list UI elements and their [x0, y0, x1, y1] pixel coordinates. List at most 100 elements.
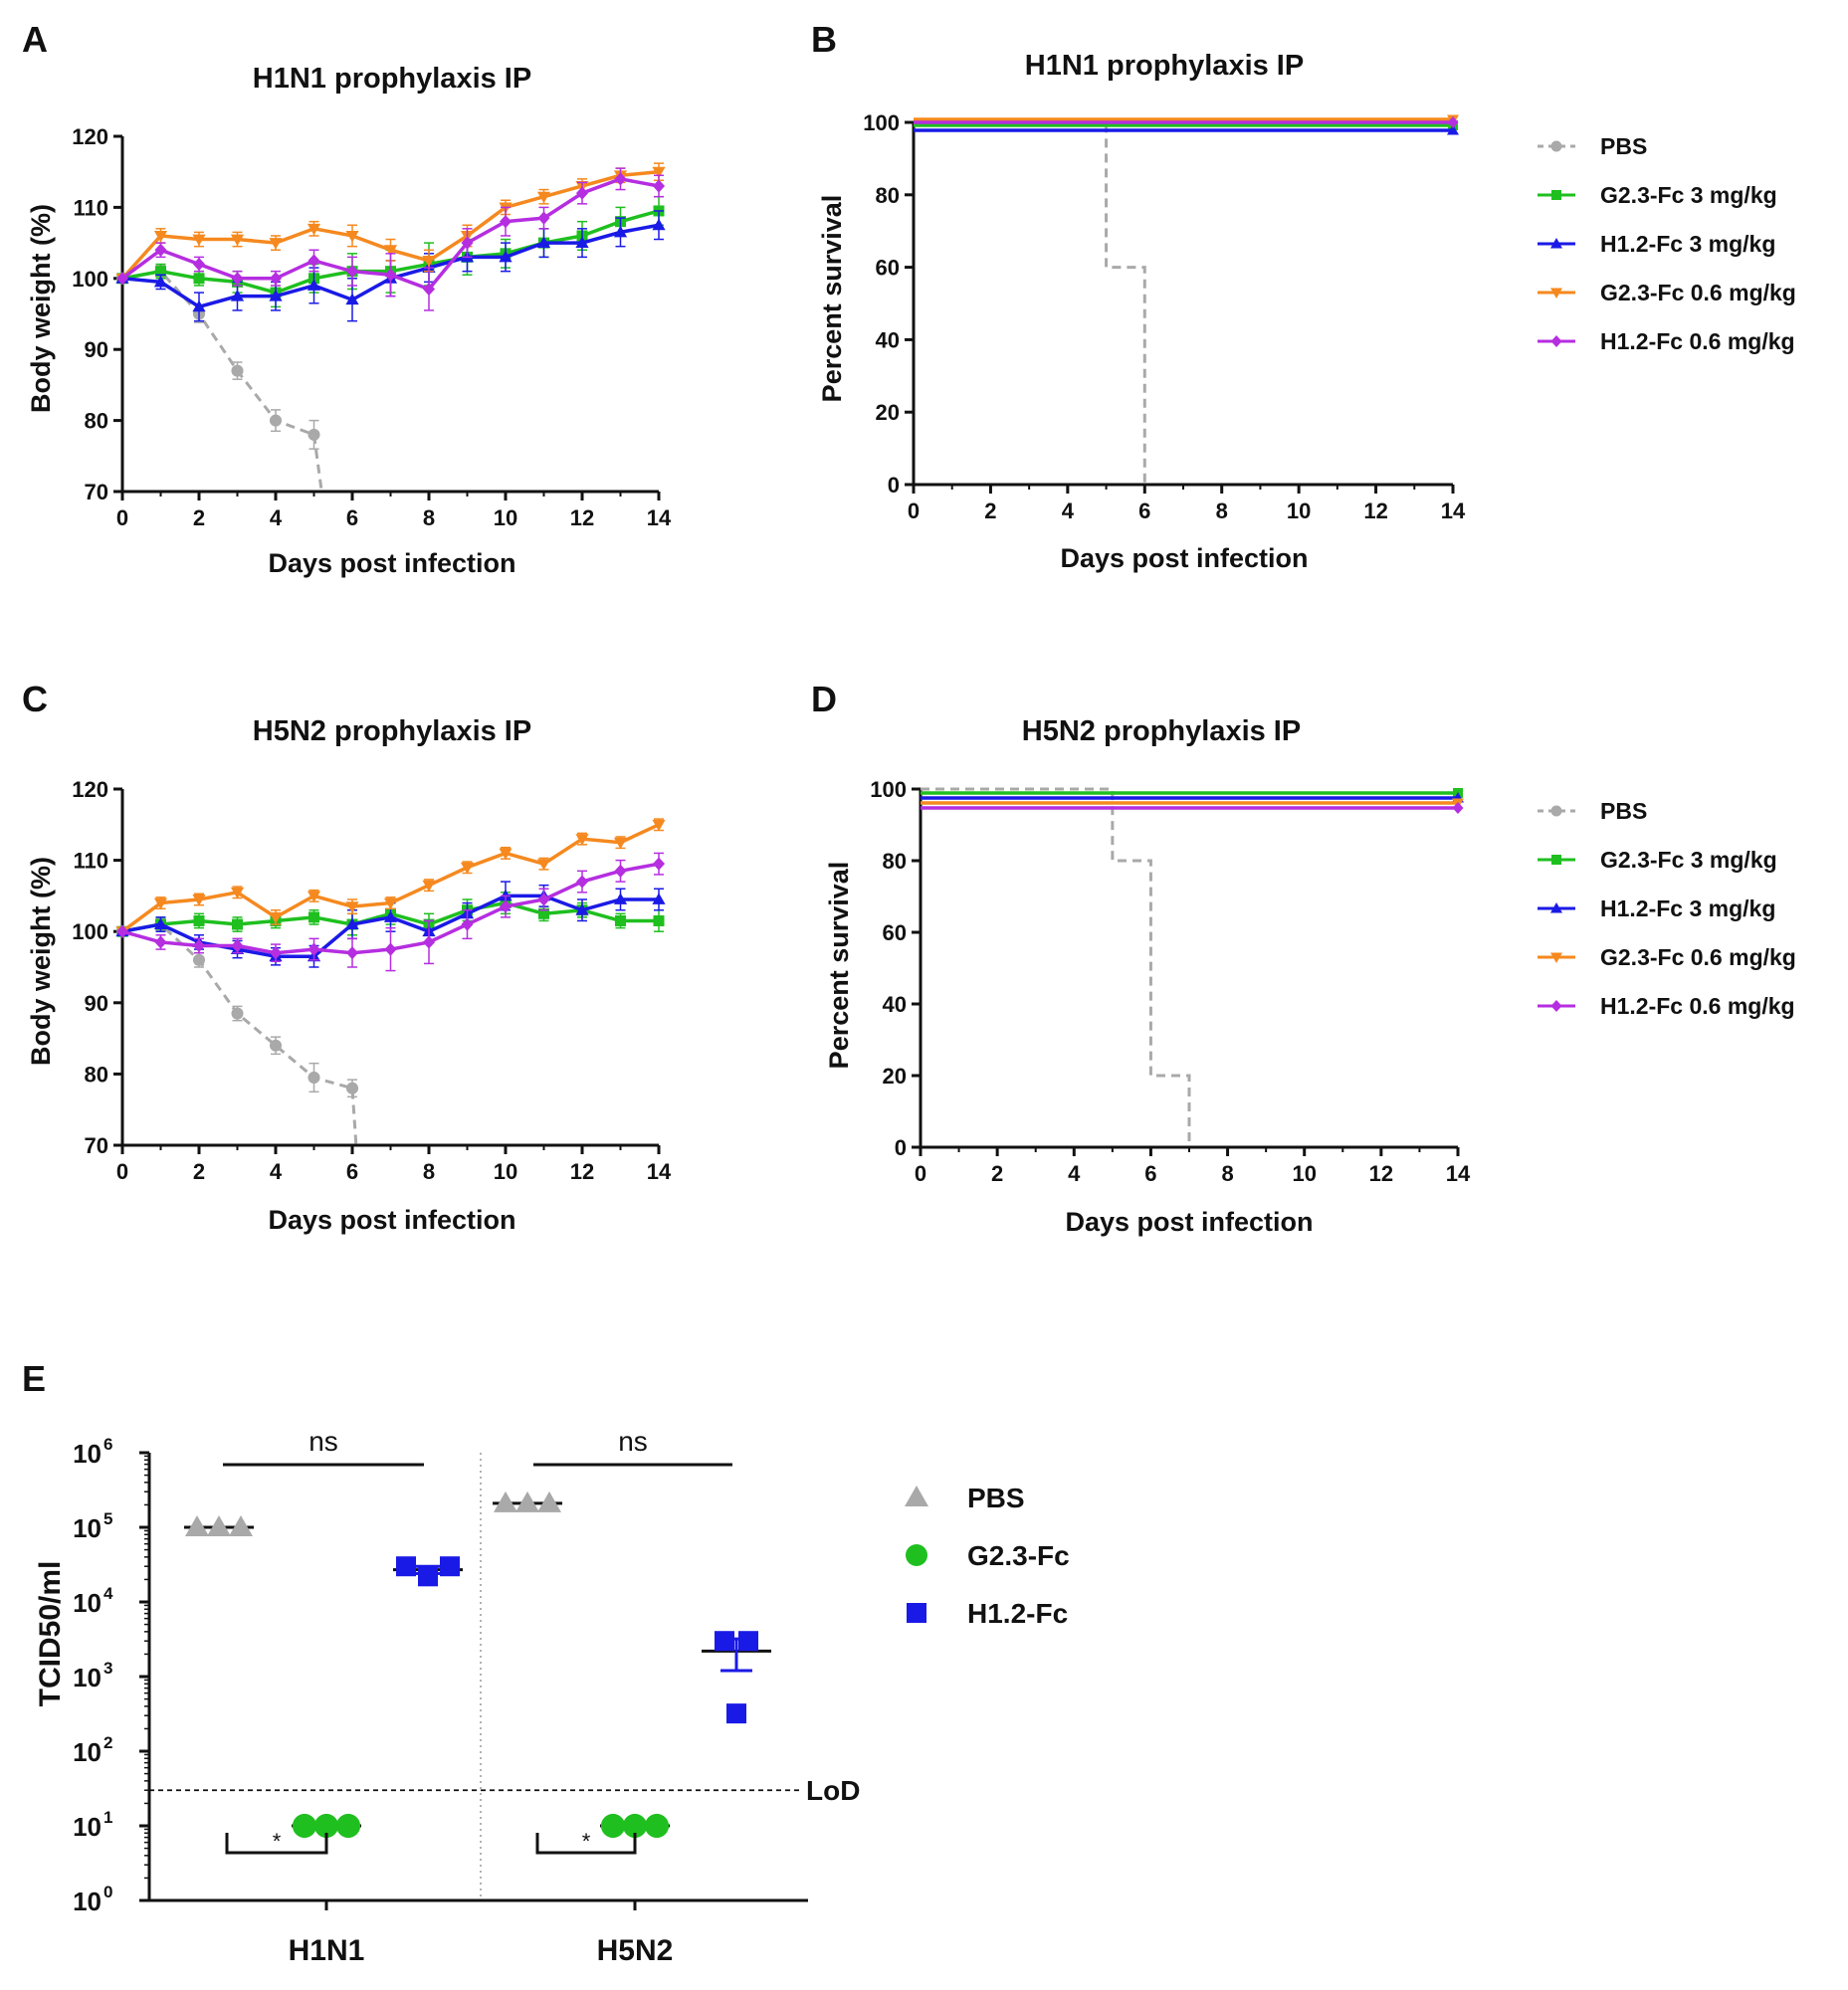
- group-h5n2-g2-3-fc: [600, 1813, 670, 1839]
- significance-label: ns: [308, 1426, 338, 1457]
- data-point: [345, 1082, 359, 1094]
- legend-marker: [1550, 335, 1562, 347]
- x-tick-label: 12: [1369, 1161, 1393, 1186]
- x-tick-label: 2: [193, 1159, 205, 1184]
- y-axis-label: Body weight (%): [26, 857, 56, 1066]
- y-tick-label: 80: [85, 1062, 108, 1087]
- y-tick-label: 60: [876, 256, 900, 281]
- x-tick-label: 2: [193, 505, 205, 530]
- data-point: [614, 864, 627, 878]
- data-point: [1452, 802, 1464, 814]
- y-axis-label: TCID50/ml: [34, 1561, 67, 1707]
- data-point: [652, 166, 666, 179]
- y-tick-label: 90: [85, 337, 108, 362]
- data-point: [192, 938, 206, 953]
- data-point: [537, 1491, 561, 1512]
- data-point: [308, 254, 320, 268]
- legend-marker: [1550, 288, 1562, 298]
- data-point: [292, 1813, 317, 1839]
- series-line: [121, 270, 323, 493]
- legend-marker: [1550, 140, 1562, 152]
- panel-letter-c: C: [22, 679, 48, 719]
- series-h1-2-fc-3-mg-kg: [914, 124, 1459, 135]
- legend: [1538, 805, 1575, 1012]
- data-point: [192, 234, 206, 247]
- data-point: [536, 236, 551, 249]
- data-point: [515, 1491, 539, 1512]
- data-point: [418, 1566, 438, 1587]
- legend-label-g2-3-fc-3-mg-kg: G2.3-Fc 3 mg/kg: [1600, 847, 1777, 873]
- x-tick-label: 12: [570, 505, 594, 530]
- data-point: [600, 1813, 626, 1839]
- legend-marker: [1551, 190, 1561, 200]
- data-point: [192, 257, 206, 272]
- x-tick-label: 12: [1363, 498, 1387, 523]
- data-point: [231, 938, 244, 953]
- panel-letter-e: E: [22, 1358, 46, 1399]
- legend-label-h1-2-fc-0-6-mg-kg: H1.2-Fc 0.6 mg/kg: [1600, 993, 1795, 1019]
- data-point: [229, 1515, 253, 1536]
- legend-marker: [1551, 855, 1561, 865]
- panel-title: H1N1 prophylaxis IP: [253, 63, 531, 95]
- data-point: [115, 272, 129, 286]
- panel-b: [905, 114, 1575, 494]
- data-point: [499, 250, 513, 263]
- y-tick-label: 0: [888, 473, 900, 498]
- panel-title: H5N2 prophylaxis IP: [1022, 715, 1301, 747]
- legend-label-pbs: PBS: [1600, 798, 1647, 824]
- data-point: [345, 946, 359, 960]
- data-point: [614, 172, 627, 186]
- category-label-h5n2: H5N2: [597, 1934, 674, 1967]
- significance-bracket: [535, 1833, 637, 1855]
- x-tick-label: 8: [423, 505, 435, 530]
- panel-e: [139, 1451, 928, 1910]
- y-tick-exponent: 1: [103, 1808, 112, 1827]
- legend-marker: [907, 1603, 926, 1623]
- x-tick-label: 14: [647, 1159, 672, 1184]
- data-point: [230, 290, 245, 301]
- panel-a: [113, 134, 666, 500]
- legend-label-g2-3-fc-3-mg-kg: G2.3-Fc 3 mg/kg: [1600, 182, 1777, 208]
- panel-d: [912, 787, 1575, 1156]
- data-point: [499, 899, 513, 913]
- data-point: [652, 218, 666, 231]
- data-point: [537, 211, 550, 225]
- legend-label-g2-3-fc: G2.3-Fc: [967, 1540, 1070, 1571]
- data-point: [192, 895, 206, 906]
- legend-label-g2-3-fc-0-6-mg-kg: G2.3-Fc 0.6 mg/kg: [1600, 944, 1796, 970]
- data-point: [308, 911, 319, 923]
- y-tick-label: 20: [883, 1064, 907, 1089]
- legend: [905, 1486, 928, 1623]
- y-tick-exponent: 3: [103, 1659, 112, 1678]
- y-tick-base: 10: [73, 1812, 102, 1842]
- x-tick-label: 8: [1216, 498, 1228, 523]
- data-point: [738, 1631, 758, 1652]
- data-point: [230, 234, 245, 247]
- data-point: [307, 223, 321, 236]
- data-point: [422, 935, 436, 949]
- y-tick-label: 100: [72, 919, 108, 944]
- data-point: [153, 917, 168, 929]
- legend-marker: [1550, 1000, 1562, 1012]
- data-point: [575, 186, 589, 200]
- y-tick-label: 60: [883, 920, 907, 945]
- data-point: [644, 1813, 670, 1839]
- data-point: [269, 238, 283, 250]
- x-axis-label: Days post infection: [268, 548, 515, 578]
- significance-bracket: [225, 1833, 328, 1855]
- y-tick-label: 120: [72, 124, 108, 149]
- y-tick-exponent: 2: [103, 1733, 112, 1752]
- legend: [1538, 140, 1575, 347]
- data-point: [1447, 124, 1459, 135]
- x-tick-label: 0: [908, 498, 920, 523]
- data-point: [345, 293, 359, 305]
- data-point: [538, 907, 549, 919]
- panel-c: [113, 787, 666, 1154]
- x-tick-label: 6: [346, 1159, 358, 1184]
- y-tick-exponent: 0: [103, 1883, 112, 1901]
- y-tick-label: 90: [85, 991, 108, 1016]
- category-label-h1n1: H1N1: [289, 1934, 365, 1967]
- data-point: [345, 917, 359, 929]
- group-h1n1-h1-2-fc: [393, 1556, 463, 1587]
- x-tick-label: 4: [1068, 1161, 1081, 1186]
